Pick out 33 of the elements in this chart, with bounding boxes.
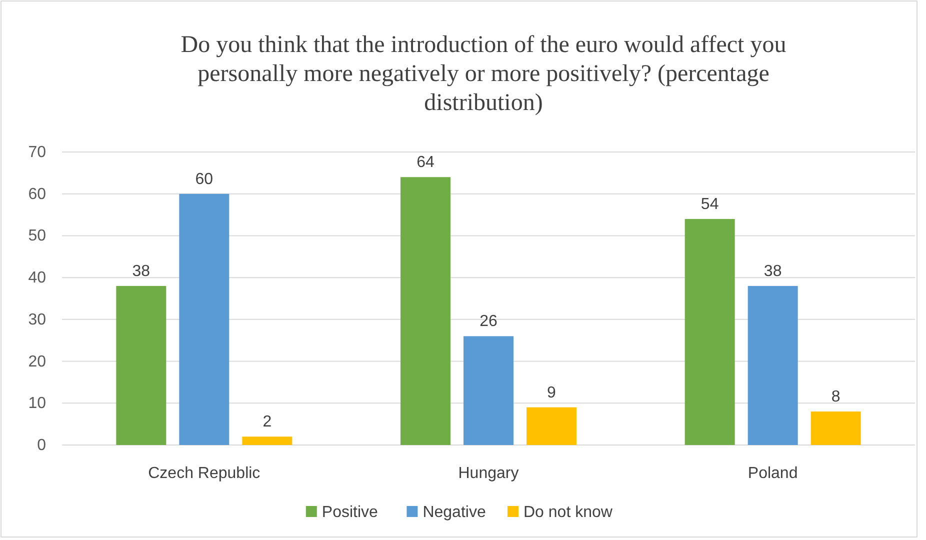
data-label: 9 [547,384,556,402]
bar [526,407,576,445]
bar [464,336,514,445]
bar [242,436,292,445]
data-label: 26 [480,313,498,330]
y-tick-label: 70 [28,144,46,161]
bar [684,218,735,445]
data-label: 60 [195,170,214,188]
legend-label: Do not know [524,504,613,521]
y-tick-label: 40 [28,270,46,287]
bar [179,194,230,445]
data-label: 8 [831,388,840,406]
y-tick-label: 50 [28,228,46,245]
chart-title: Do you think that the introduction of the euro would affect you personally more negatively or more positively? (percentage distribution) [180,32,786,116]
x-tick-label: Czech Republic [148,465,260,482]
data-label: 38 [764,262,782,280]
y-tick-label: 10 [28,395,46,412]
y-tick-label: 60 [28,186,46,203]
bar [810,412,861,445]
bar [116,286,166,445]
legend-label: Positive [322,504,378,521]
x-tick-label: Poland [748,465,798,482]
bar [748,286,798,445]
data-label: 38 [132,262,150,280]
y-tick-label: 20 [28,353,46,370]
bar [400,177,450,445]
y-tick-label: 0 [37,437,46,454]
data-label: 54 [700,196,719,213]
y-tick-label: 30 [28,311,46,328]
x-tick-label: Hungary [458,465,519,482]
data-label: 64 [416,154,434,172]
data-label: 2 [262,414,272,431]
legend-label: Negative [422,504,486,521]
